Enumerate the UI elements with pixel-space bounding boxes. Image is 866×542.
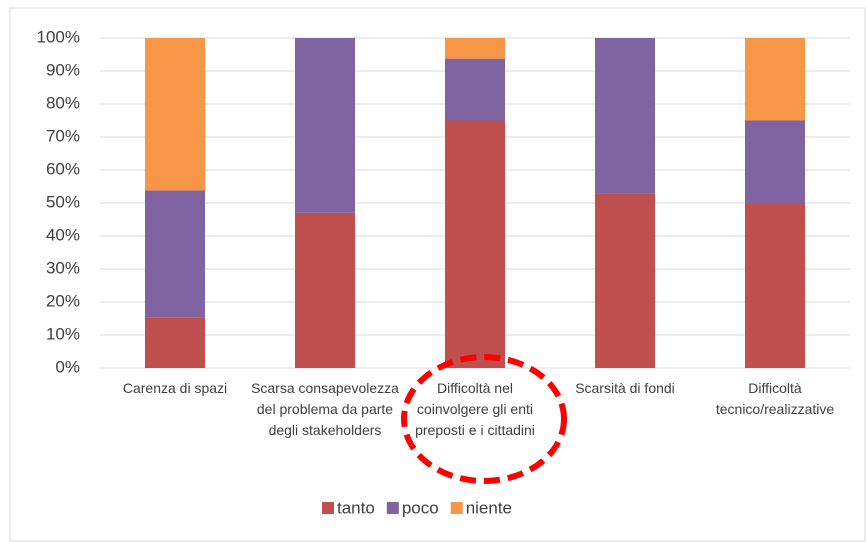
- bar-segment: [145, 38, 205, 191]
- legend-swatch: [386, 502, 399, 514]
- chart-frame: [9, 7, 866, 542]
- x-tick-label: Difficoltà tecnico/realizzative: [715, 380, 835, 417]
- bar-segment: [745, 203, 805, 368]
- legend-swatch: [450, 502, 463, 514]
- y-tick-label: 50%: [46, 192, 80, 211]
- bar-segment: [145, 317, 205, 368]
- legend-label: poco: [402, 498, 439, 517]
- y-tick-label: 0%: [55, 357, 80, 376]
- bar-segment: [295, 212, 355, 368]
- bar-segment: [445, 38, 505, 59]
- plot: 0% 10% 20% 30% 40% 50% 60% 70% 80% 90% 100% tanto po…: [37, 27, 850, 517]
- y-tick-label: 30%: [46, 258, 80, 277]
- x-tick-label: Carenza di spazi: [122, 380, 228, 396]
- x-tick-label: Scarsa consapevolezza del problema da pa…: [251, 380, 399, 438]
- y-tick-label: 90%: [46, 60, 80, 79]
- y-tick-label: 70%: [46, 126, 80, 145]
- y-tick-label: 10%: [46, 324, 80, 343]
- bar-segment: [595, 193, 655, 368]
- bar-segment: [295, 38, 355, 213]
- bar-segment: [595, 38, 655, 194]
- bar-segment: [445, 120, 505, 368]
- legend-label: niente: [466, 498, 512, 517]
- bar-segment: [145, 190, 205, 318]
- y-tick-label: 80%: [46, 93, 80, 112]
- y-tick-label: 100%: [37, 27, 80, 46]
- y-tick-label: 60%: [46, 159, 80, 178]
- legend-label: tanto: [337, 498, 375, 517]
- y-tick-label: 40%: [46, 225, 80, 244]
- bar-segment: [745, 38, 805, 121]
- bar-segment: [745, 120, 805, 203]
- legend-swatch: [322, 502, 334, 514]
- x-tick-label: Difficoltà nel coinvolgere gli enti prep…: [415, 380, 535, 438]
- x-tick-label: Scarsità di fondi: [575, 380, 675, 396]
- bar-segment: [445, 58, 505, 121]
- highlight-circle: [401, 354, 567, 484]
- y-tick-label: 20%: [46, 291, 80, 310]
